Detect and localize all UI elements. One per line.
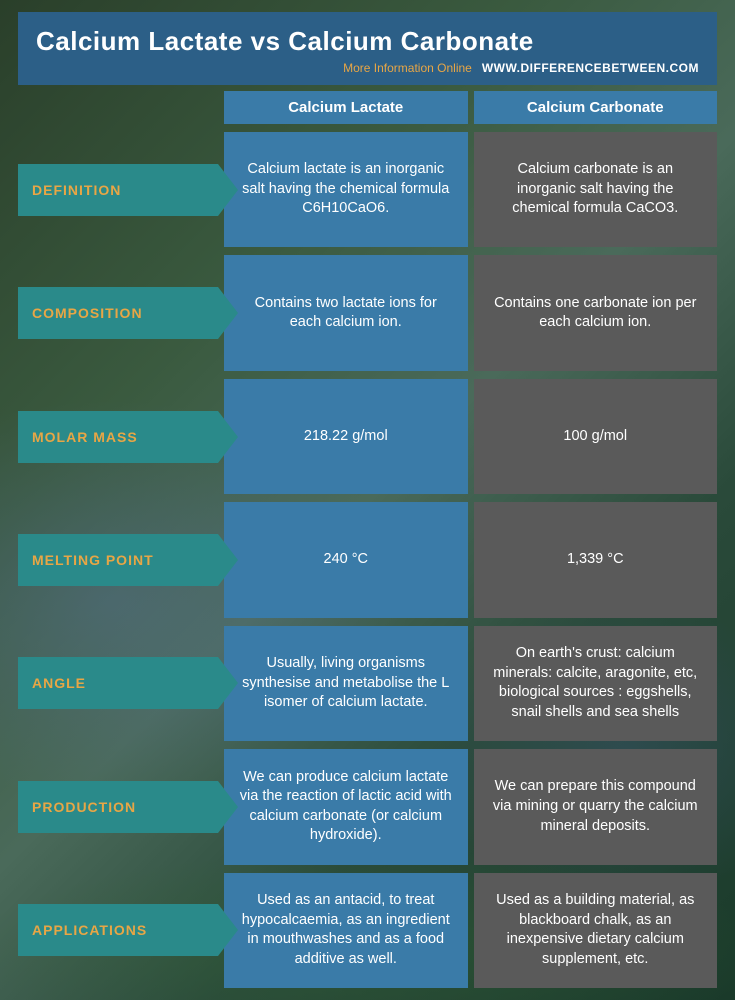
comparison-row: ANGLEUsually, living organisms synthesis… bbox=[18, 626, 717, 741]
row-label: MELTING POINT bbox=[18, 534, 218, 586]
column-b-header: Calcium Carbonate bbox=[474, 91, 718, 124]
row-label: DEFINITION bbox=[18, 164, 218, 216]
comparison-rows: DEFINITIONCalcium lactate is an inorgani… bbox=[18, 132, 717, 988]
page-title: Calcium Lactate vs Calcium Carbonate bbox=[36, 26, 699, 57]
row-label-wrap: PRODUCTION bbox=[18, 749, 218, 864]
comparison-row: APPLICATIONSUsed as an antacid, to treat… bbox=[18, 873, 717, 988]
sub-header: More Information Online WWW.DIFFERENCEBE… bbox=[36, 61, 699, 75]
cell-lactate: Usually, living organisms synthesise and… bbox=[224, 626, 468, 741]
cell-carbonate: We can prepare this compound via mining … bbox=[474, 749, 718, 864]
comparison-row: DEFINITIONCalcium lactate is an inorgani… bbox=[18, 132, 717, 247]
header: Calcium Lactate vs Calcium Carbonate Mor… bbox=[18, 12, 717, 85]
row-label: COMPOSITION bbox=[18, 287, 218, 339]
comparison-row: PRODUCTIONWe can produce calcium lactate… bbox=[18, 749, 717, 864]
cell-carbonate: Calcium carbonate is an inorganic salt h… bbox=[474, 132, 718, 247]
column-headers: Calcium Lactate Calcium Carbonate bbox=[18, 91, 717, 124]
column-a-header: Calcium Lactate bbox=[224, 91, 468, 124]
cell-carbonate: 1,339 °C bbox=[474, 502, 718, 617]
comparison-row: MELTING POINT240 °C1,339 °C bbox=[18, 502, 717, 617]
row-label-wrap: MELTING POINT bbox=[18, 502, 218, 617]
cell-carbonate: 100 g/mol bbox=[474, 379, 718, 494]
cell-lactate: Used as an antacid, to treat hypocalcaem… bbox=[224, 873, 468, 988]
cell-carbonate: Contains one carbonate ion per each calc… bbox=[474, 255, 718, 370]
row-label: ANGLE bbox=[18, 657, 218, 709]
row-label-wrap: ANGLE bbox=[18, 626, 218, 741]
row-label: PRODUCTION bbox=[18, 781, 218, 833]
comparison-row: COMPOSITIONContains two lactate ions for… bbox=[18, 255, 717, 370]
row-label: MOLAR MASS bbox=[18, 411, 218, 463]
cell-lactate: We can produce calcium lactate via the r… bbox=[224, 749, 468, 864]
comparison-row: MOLAR MASS218.22 g/mol100 g/mol bbox=[18, 379, 717, 494]
row-label-wrap: MOLAR MASS bbox=[18, 379, 218, 494]
more-info-text: More Information Online bbox=[343, 61, 472, 75]
row-label: APPLICATIONS bbox=[18, 904, 218, 956]
cell-lactate: Contains two lactate ions for each calci… bbox=[224, 255, 468, 370]
header-spacer bbox=[18, 91, 218, 124]
cell-carbonate: Used as a building material, as blackboa… bbox=[474, 873, 718, 988]
row-label-wrap: COMPOSITION bbox=[18, 255, 218, 370]
cell-lactate: 218.22 g/mol bbox=[224, 379, 468, 494]
cell-carbonate: On earth's crust: calcium minerals: calc… bbox=[474, 626, 718, 741]
infographic-container: Calcium Lactate vs Calcium Carbonate Mor… bbox=[0, 0, 735, 1000]
cell-lactate: Calcium lactate is an inorganic salt hav… bbox=[224, 132, 468, 247]
row-label-wrap: APPLICATIONS bbox=[18, 873, 218, 988]
cell-lactate: 240 °C bbox=[224, 502, 468, 617]
site-url: WWW.DIFFERENCEBETWEEN.COM bbox=[482, 61, 699, 75]
row-label-wrap: DEFINITION bbox=[18, 132, 218, 247]
